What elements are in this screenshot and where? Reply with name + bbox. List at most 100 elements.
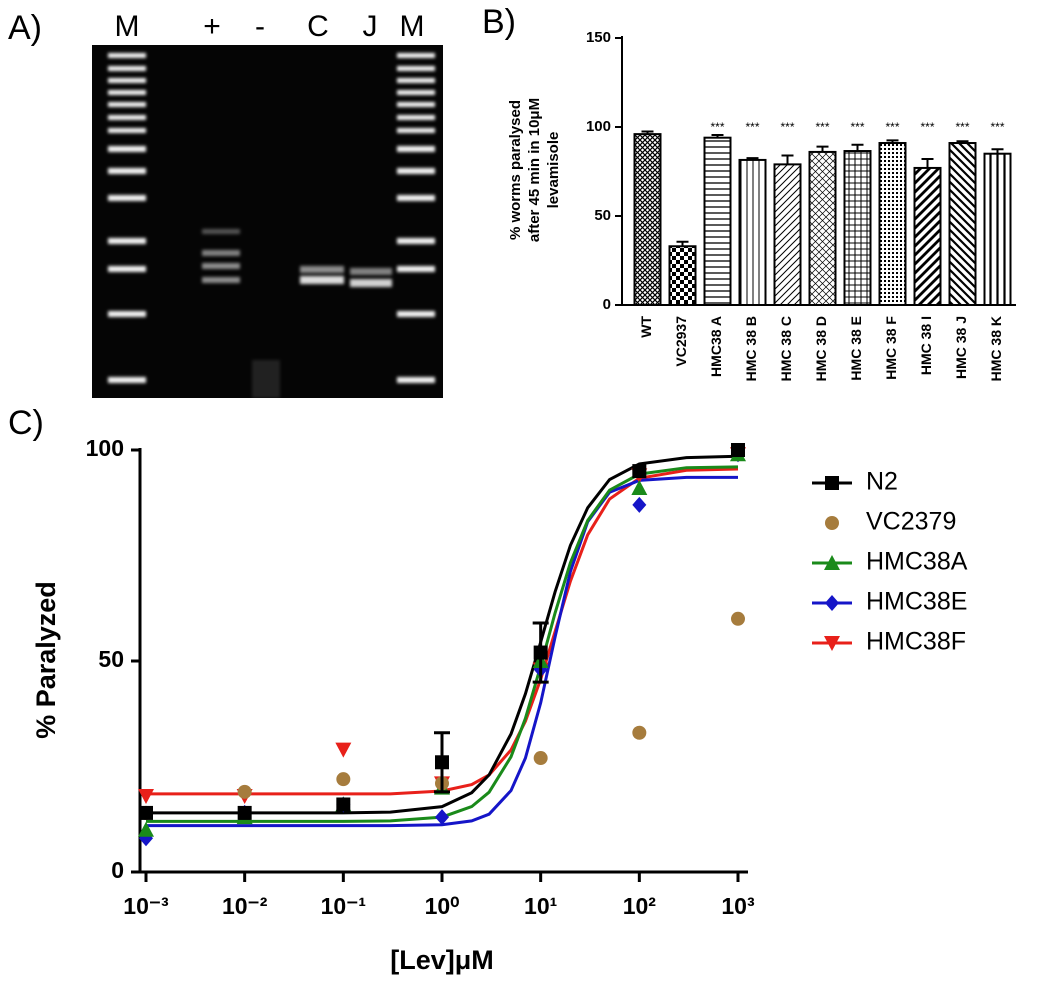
x-tick-label: 10² [623,893,657,919]
gel-image [92,45,443,398]
lane-label: J [363,10,378,43]
x-axis-label: [Lev]μM [390,945,494,975]
significance-label: *** [745,120,759,134]
x-tick-label: HMC 38 F [883,316,899,380]
panel-label: C) [8,404,44,442]
marker [533,751,548,766]
x-tick-label: HMC 38 D [813,316,829,381]
error-bar [886,139,899,144]
lane-label: C [307,10,329,43]
bar [843,150,872,306]
error-bar [851,143,864,152]
significance-label: *** [955,120,969,134]
x-tick-label: 10³ [721,893,755,919]
bar-chart: B) 0 50 100 150 % worms paralysed after 45 mi… [482,3,1016,381]
marker [825,595,839,611]
x-tick-label: HMC 38 J [953,316,969,379]
panel-label: B) [482,3,516,41]
fit-curve [146,454,739,815]
x-tick-label: VC2937 [673,316,689,367]
significance-label: *** [815,120,829,134]
bar [738,158,767,306]
x-tick-label: 10⁰ [425,893,460,919]
marker [731,443,745,457]
marker [824,555,840,570]
bar [668,245,697,306]
legend-label: HMC38E [866,588,967,616]
x-tick-label: HMC 38 B [743,316,759,381]
bar [878,142,907,306]
bar [913,166,942,306]
bar [633,133,662,306]
y-tick-label: 0 [111,857,124,883]
bar [808,150,837,306]
x-tick-label: HMC 38 C [778,316,794,381]
error-bar [641,130,654,135]
significance-label: *** [850,120,864,134]
y-tick-label: 0 [603,296,611,313]
marker [336,772,351,787]
marker [825,476,839,490]
legend-label: VC2379 [866,508,956,536]
legend-label: HMC38A [866,548,968,576]
fit-curve [146,475,738,828]
significance-label: *** [780,120,794,134]
error-bar [991,148,1004,154]
x-tick-label: HMC 38 K [988,316,1004,381]
x-tick-label: WT [638,316,654,338]
error-bar [956,140,969,144]
marker [632,725,647,740]
marker [435,809,449,826]
y-tick-label: 50 [594,207,611,224]
ladder-bands [108,53,435,383]
legend-label: HMC38F [866,628,966,656]
x-tick-label: HMC 38 I [918,316,934,375]
y-axis-label: % Paralyzed [31,581,61,739]
x-tick-label: 10⁻² [222,893,268,919]
marker [632,464,647,479]
y-axis-label: levamisole [545,132,562,209]
x-tick-label: 10¹ [524,893,557,919]
y-axis-label: after 45 min in 10μM [526,98,543,242]
x-tick-label: 10⁻¹ [321,893,366,919]
y-axis-label: % worms paralysed [507,100,524,240]
marker [138,821,154,837]
marker [435,755,449,770]
marker [825,516,839,530]
lane-label: + [203,10,221,43]
marker [237,784,252,799]
error-bar [816,145,829,152]
y-tick-label: 100 [586,118,611,135]
x-tick-label: HMC 38 E [848,316,864,381]
lane-label: M [400,10,425,43]
significance-label: *** [710,120,724,134]
gel-panel: A) M + - C J M [8,9,443,398]
significance-label: *** [990,120,1004,134]
y-tick-label: 150 [586,29,611,46]
marker [138,789,154,805]
lane-label: M [115,10,140,43]
error-bar [781,154,794,165]
bar [948,142,977,306]
marker [336,797,351,812]
bar [983,152,1012,306]
line-chart: C) 0 50 100 10⁻³ 10⁻² 10⁻¹ 10⁰ 10¹ 10² 10³ [Lev]μM… [8,404,968,975]
error-bar [746,157,759,160]
y-tick-label: 100 [86,435,124,461]
sample-bands [202,229,392,398]
x-tick-label: HMC38 A [708,316,724,377]
marker [335,742,352,758]
significance-label: *** [920,120,934,134]
panel-label: A) [8,9,42,47]
error-bar [921,158,934,168]
marker [533,645,548,660]
marker [139,805,153,820]
error-bar [676,240,689,247]
error-bar [711,134,724,138]
marker [824,636,840,651]
y-tick-label: 50 [98,646,124,672]
fit-curve [146,465,739,823]
bar [703,136,732,306]
marker [731,611,745,626]
x-tick-label: 10⁻³ [123,893,169,919]
